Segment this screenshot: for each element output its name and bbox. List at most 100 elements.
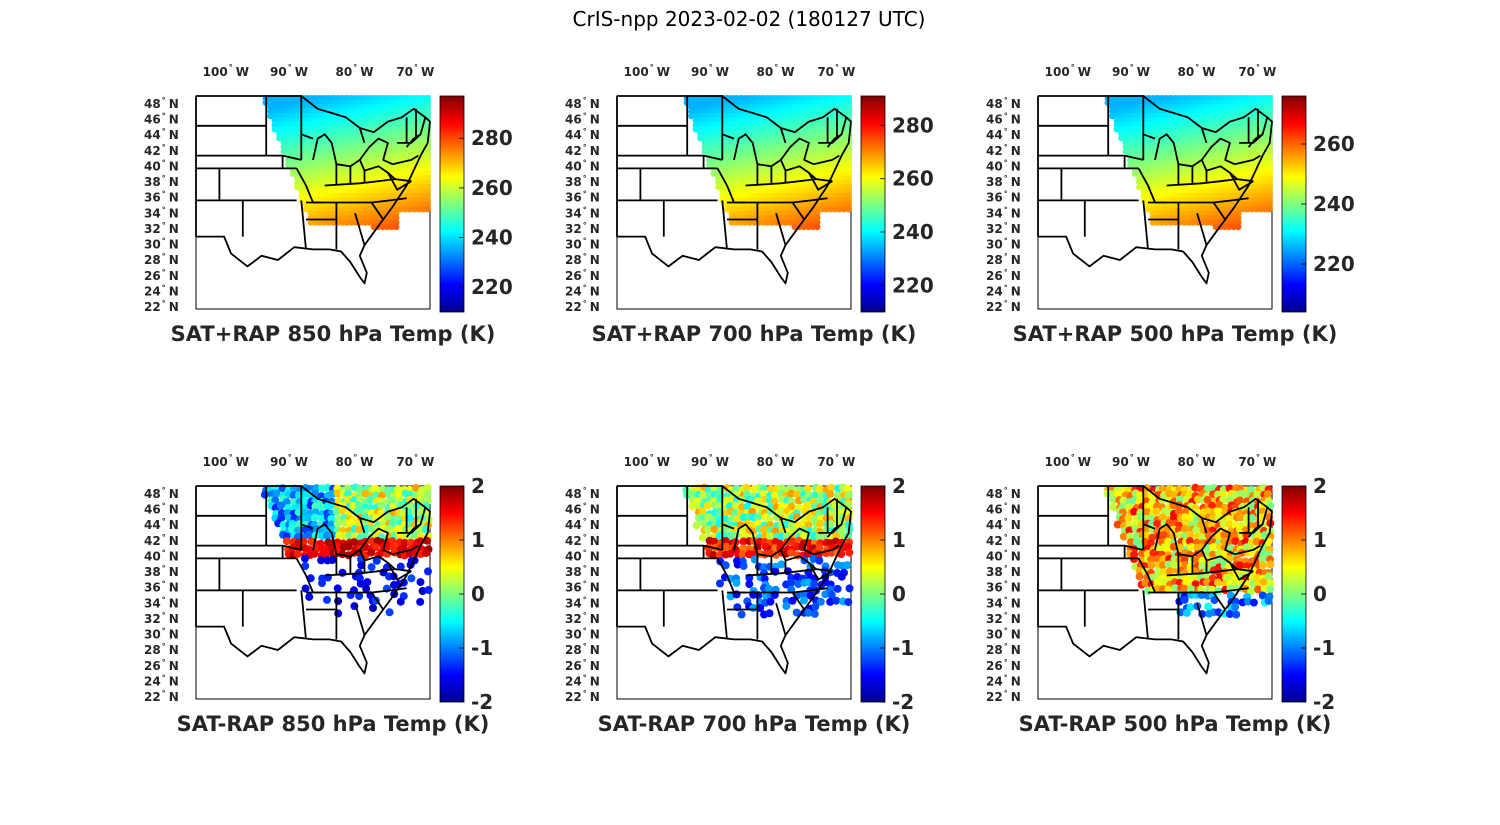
- swath-point: [1253, 183, 1260, 191]
- state-boundary-line: [791, 201, 805, 221]
- swath-point: [397, 95, 404, 102]
- swath-point: [728, 117, 735, 124]
- swath-point: [845, 108, 852, 115]
- swath-point: [375, 108, 382, 115]
- swath-point: [845, 197, 852, 204]
- swath-point: [1127, 121, 1134, 128]
- swath-point: [348, 206, 355, 213]
- degree-symbol: °: [583, 127, 587, 136]
- swath-point: [760, 95, 767, 102]
- swath-point: [276, 135, 283, 142]
- swath-point: [827, 130, 834, 137]
- swath-point: [339, 192, 346, 199]
- swath-point: [743, 502, 752, 511]
- swath-point: [370, 157, 377, 164]
- degree-symbol: °: [1004, 174, 1008, 183]
- swath-point: [384, 99, 391, 106]
- degree-symbol: °: [583, 190, 587, 199]
- swath-point: [1131, 121, 1139, 128]
- degree-symbol: °: [583, 174, 587, 183]
- swath-point: [348, 143, 355, 151]
- lat-hemisphere: N: [1011, 160, 1021, 174]
- lat-hemisphere: N: [590, 565, 600, 579]
- swath-point: [769, 112, 776, 120]
- swath-point: [300, 497, 309, 506]
- swath-point: [1221, 130, 1229, 137]
- swath-point: [1194, 166, 1202, 173]
- panel-title: SAT+RAP 500 hPa Temp (K): [1013, 322, 1338, 346]
- swath-point: [782, 192, 789, 199]
- swath-point: [334, 152, 341, 160]
- swath-point: [1235, 143, 1242, 151]
- swath-point: [1149, 130, 1157, 137]
- swath-point: [764, 170, 771, 177]
- degree-symbol: °: [162, 283, 166, 292]
- swath-point: [312, 188, 319, 195]
- state-boundary-line: [370, 591, 384, 611]
- swath-point: [361, 219, 368, 226]
- swath-point: [316, 170, 323, 177]
- swath-point: [715, 103, 722, 111]
- swath-point: [1262, 174, 1269, 182]
- swath-point: [1199, 206, 1206, 213]
- swath-point: [827, 112, 834, 120]
- swath-point: [424, 148, 431, 155]
- swath-point: [317, 503, 326, 512]
- swath-point: [384, 223, 391, 231]
- swath-point: [764, 152, 771, 160]
- swath-point: [1190, 135, 1197, 142]
- swath-point: [832, 188, 839, 195]
- swath-point: [814, 139, 821, 146]
- swath-point: [1262, 197, 1269, 204]
- swath-point: [406, 112, 413, 120]
- swath-point: [837, 572, 846, 581]
- lat-tick-label: 48° N: [986, 486, 1021, 501]
- swath-point: [778, 117, 785, 124]
- swath-point: [1154, 179, 1161, 186]
- swath-point: [827, 95, 834, 102]
- swath-point: [1230, 121, 1238, 128]
- swath-point: [778, 143, 785, 151]
- swath-point: [1154, 126, 1161, 133]
- lat-hemisphere: N: [1011, 97, 1021, 111]
- swath-point: [1136, 121, 1143, 128]
- swath-point: [1266, 179, 1274, 186]
- swath-point: [764, 108, 771, 115]
- swath-point: [742, 121, 749, 128]
- swath-point: [1192, 526, 1201, 535]
- swath-point: [418, 587, 427, 595]
- state-boundary-line: [818, 133, 843, 144]
- swath-point: [728, 210, 735, 217]
- swath-point: [832, 183, 839, 191]
- swath-point: [289, 126, 296, 133]
- swath-point: [796, 103, 803, 111]
- swath-point: [724, 108, 731, 115]
- swath-point: [733, 219, 740, 226]
- state-boundary-line: [397, 523, 422, 534]
- swath-point: [325, 210, 332, 217]
- swath-point: [827, 206, 834, 213]
- degree-symbol: °: [162, 143, 166, 152]
- swath-point: [1131, 112, 1139, 120]
- swath-point: [1154, 95, 1161, 102]
- swath-point: [395, 490, 404, 499]
- swath-point: [357, 183, 364, 191]
- lon-tick-label: 90° W: [1112, 63, 1150, 79]
- swath-point: [809, 219, 816, 226]
- swath-point: [411, 201, 418, 208]
- state-boundary-line: [358, 127, 366, 144]
- swath-point: [1217, 99, 1224, 106]
- swath-point: [1122, 108, 1130, 115]
- swath-point: [325, 121, 332, 128]
- swath-point: [1149, 166, 1157, 173]
- swath-point: [1113, 99, 1121, 106]
- swath-point: [742, 188, 749, 195]
- degree-symbol: °: [1004, 127, 1008, 136]
- swath-point: [746, 174, 753, 182]
- swath-point: [1145, 112, 1152, 120]
- swath-point: [1244, 95, 1251, 102]
- lat-tick-label: 28° N: [986, 252, 1021, 267]
- swath-point: [397, 103, 404, 111]
- swath-point: [348, 152, 355, 160]
- swath-point: [1145, 174, 1152, 182]
